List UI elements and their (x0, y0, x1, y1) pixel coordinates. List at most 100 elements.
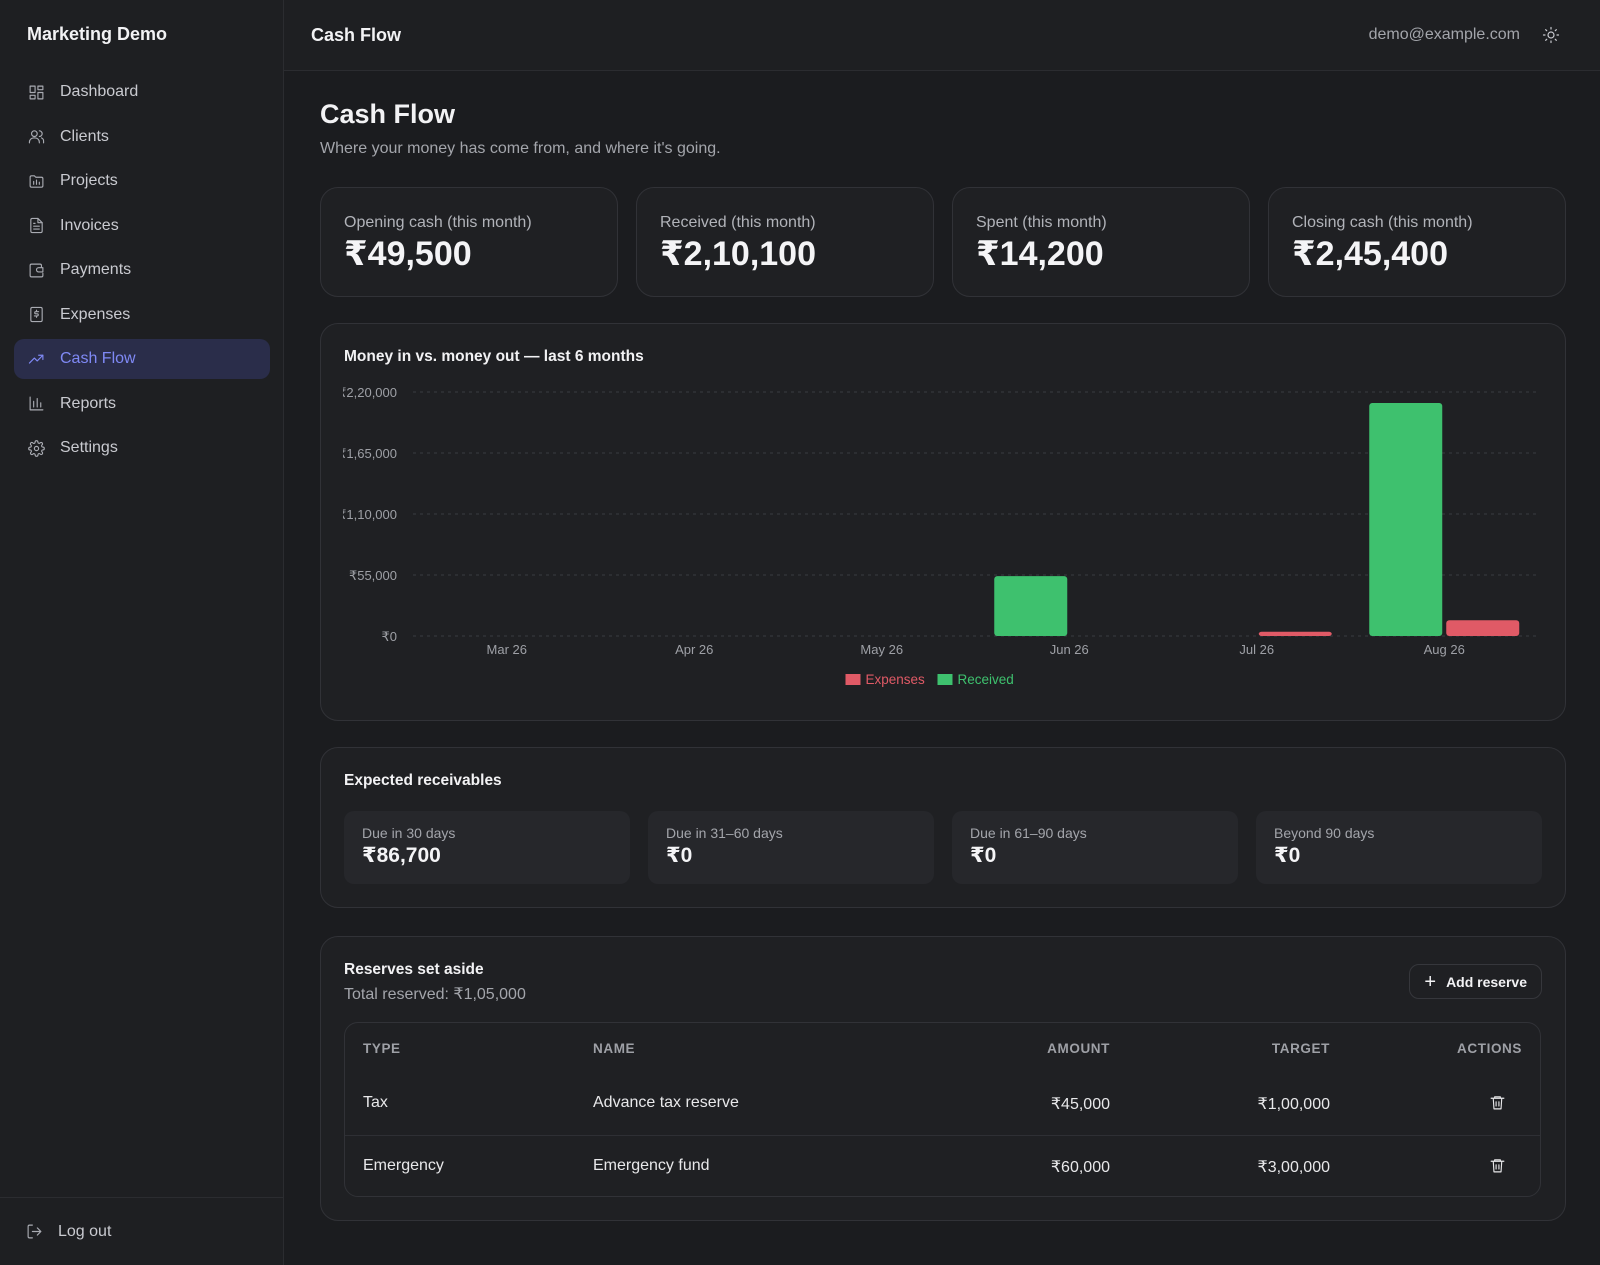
sidebar-item-dashboard[interactable]: Dashboard (14, 72, 270, 112)
column-header-target: TARGET (1271, 1041, 1330, 1056)
legend-swatch-received (937, 674, 953, 685)
y-tick-label: ₹2,20,000 (343, 385, 397, 400)
x-tick-label: Jul 26 (1239, 642, 1274, 657)
bar-received (994, 576, 1068, 636)
bar-received (1369, 402, 1443, 636)
bucket-value: ₹0 (970, 844, 997, 867)
x-tick-label: Apr 26 (675, 642, 713, 657)
receivable-bucket-31-60-days: Due in 31–60 days ₹0 (648, 811, 934, 884)
theme-toggle-button[interactable] (1540, 24, 1562, 46)
topbar: Cash Flow demo@example.com (284, 0, 1600, 71)
trending-up-icon (26, 349, 46, 369)
y-tick-label: ₹55,000 (349, 568, 397, 583)
sidebar-item-expenses[interactable]: Expenses (14, 295, 270, 335)
user-email: demo@example.com (1368, 26, 1520, 43)
stat-label: Received (this month) (660, 214, 816, 231)
topbar-title: Cash Flow (311, 25, 402, 45)
cell-name: Advance tax reserve (593, 1094, 739, 1111)
cell-amount: ₹45,000 (1050, 1096, 1110, 1113)
cell-type: Tax (363, 1094, 388, 1111)
cash-flow-chart-card: Money in vs. money out — last 6 months ₹… (320, 323, 1566, 721)
bar-chart-icon (26, 394, 46, 414)
sidebar-item-cash-flow[interactable]: Cash Flow (14, 339, 270, 379)
users-icon (26, 127, 46, 147)
bucket-label: Due in 61–90 days (970, 825, 1087, 841)
sidebar-item-reports[interactable]: Reports (14, 384, 270, 424)
stat-label: Spent (this month) (976, 214, 1107, 231)
add-reserve-button[interactable]: + Add reserve (1409, 964, 1542, 999)
sidebar-item-label: Projects (60, 172, 118, 189)
stat-label: Opening cash (this month) (344, 214, 532, 231)
logout-label: Log out (58, 1222, 112, 1240)
trash-icon (1490, 1095, 1504, 1109)
expected-receivables-card: Expected receivables Due in 30 days ₹86,… (320, 747, 1566, 908)
gear-icon (26, 438, 46, 458)
sun-icon (1542, 26, 1560, 44)
sidebar-item-label: Settings (60, 439, 118, 456)
folder-icon (26, 171, 46, 191)
dashboard-icon (26, 82, 46, 102)
page-title: Cash Flow (320, 99, 456, 129)
bucket-label: Due in 31–60 days (666, 825, 783, 841)
column-header-type: TYPE (363, 1041, 401, 1056)
sidebar-item-payments[interactable]: Payments (14, 250, 270, 290)
sidebar-item-label: Dashboard (60, 83, 139, 100)
stat-card-opening-cash: Opening cash (this month) ₹49,500 (320, 187, 618, 297)
stat-card-spent: Spent (this month) ₹14,200 (952, 187, 1250, 297)
cell-target: ₹3,00,000 (1257, 1159, 1330, 1176)
bucket-label: Beyond 90 days (1274, 825, 1375, 841)
receivable-bucket-30-days: Due in 30 days ₹86,700 (344, 811, 630, 884)
receivable-bucket-61-90-days: Due in 61–90 days ₹0 (952, 811, 1238, 884)
receipt-icon (26, 305, 46, 325)
sidebar-nav: Dashboard Clients Projects Invoices Paym… (14, 72, 270, 473)
cell-amount: ₹60,000 (1050, 1159, 1110, 1176)
trash-icon (1490, 1158, 1504, 1172)
y-tick-label: ₹1,10,000 (343, 507, 397, 522)
plus-icon: + (1424, 970, 1437, 993)
delete-reserve-button[interactable] (1486, 1154, 1508, 1176)
sidebar-item-clients[interactable]: Clients (14, 117, 270, 157)
stat-label: Closing cash (this month) (1292, 214, 1473, 231)
file-text-icon (26, 216, 46, 236)
receivable-bucket-beyond-90-days: Beyond 90 days ₹0 (1256, 811, 1542, 884)
stat-card-closing-cash: Closing cash (this month) ₹2,45,400 (1268, 187, 1566, 297)
bucket-value: ₹86,700 (362, 844, 441, 867)
table-row: Emergency Emergency fund ₹60,000 ₹3,00,0… (345, 1135, 1540, 1196)
reserves-table: TYPE NAME AMOUNT TARGET ACTIONS Tax Adva… (344, 1022, 1541, 1197)
sidebar-item-label: Payments (60, 261, 132, 278)
page-subtitle: Where your money has come from, and wher… (320, 140, 721, 157)
stat-value: ₹2,45,400 (1292, 235, 1449, 273)
add-reserve-label: Add reserve (1446, 973, 1527, 990)
logout-button[interactable]: Log out (0, 1197, 284, 1265)
sidebar-item-label: Cash Flow (60, 350, 136, 367)
sidebar-item-invoices[interactable]: Invoices (14, 206, 270, 246)
bucket-label: Due in 30 days (362, 825, 456, 841)
cell-target: ₹1,00,000 (1257, 1096, 1330, 1113)
sidebar-item-settings[interactable]: Settings (14, 428, 270, 468)
bucket-value: ₹0 (666, 844, 693, 867)
x-tick-label: May 26 (860, 642, 903, 657)
reserves-title: Reserves set aside (344, 961, 484, 978)
sidebar-item-label: Clients (60, 127, 109, 145)
legend-swatch-expenses (845, 674, 861, 685)
table-row: Tax Advance tax reserve ₹45,000 ₹1,00,00… (345, 1073, 1540, 1135)
stat-value: ₹49,500 (344, 235, 472, 273)
legend-label-received: Received (958, 672, 1014, 687)
column-header-amount: AMOUNT (1047, 1041, 1110, 1056)
stat-value: ₹2,10,100 (660, 235, 817, 273)
sidebar-item-label: Expenses (60, 305, 131, 323)
bar-expenses (1446, 620, 1520, 636)
delete-reserve-button[interactable] (1486, 1091, 1508, 1113)
stat-card-received: Received (this month) ₹2,10,100 (636, 187, 934, 297)
x-tick-label: Aug 26 (1424, 642, 1465, 657)
x-tick-label: Mar 26 (487, 642, 527, 657)
column-header-actions: ACTIONS (1457, 1041, 1522, 1056)
legend-label-expenses: Expenses (866, 672, 926, 687)
logout-icon (26, 1222, 46, 1242)
bar-expenses (1258, 631, 1332, 636)
wallet-icon (26, 260, 46, 280)
stat-value: ₹14,200 (976, 235, 1104, 273)
chart-title: Money in vs. money out — last 6 months (344, 348, 644, 365)
sidebar-item-label: Invoices (60, 216, 119, 234)
sidebar-item-projects[interactable]: Projects (14, 161, 270, 201)
